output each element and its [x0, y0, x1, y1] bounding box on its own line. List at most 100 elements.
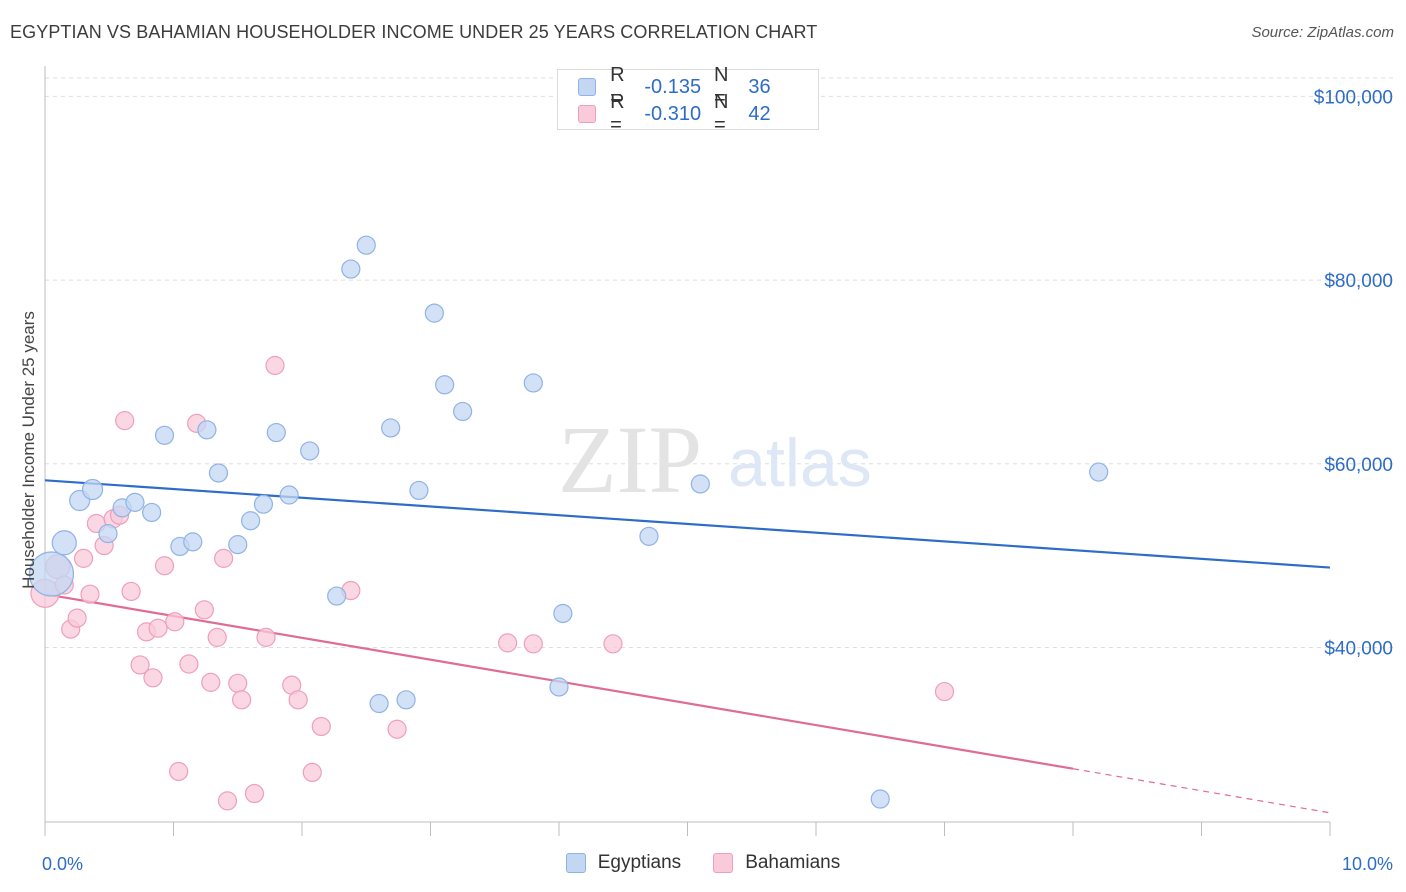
bahamian-point	[121, 581, 141, 602]
legend-label-bahamians: Bahamians	[745, 852, 841, 873]
egyptian-point	[197, 420, 217, 440]
x-tick-label-max: 10.0%	[1342, 854, 1393, 874]
data-points	[28, 235, 1109, 811]
egyptian-point	[154, 425, 175, 445]
egyptian-point	[549, 677, 569, 697]
y-tick-label: $40,000	[1324, 638, 1393, 659]
bahamian-trend-extension	[1072, 768, 1331, 814]
bahamian-point	[148, 618, 168, 638]
egyptian-swatch	[565, 853, 586, 873]
bahamian-point	[265, 355, 285, 376]
bahamian-point	[387, 719, 407, 739]
axes	[44, 66, 1331, 836]
egyptian-point	[327, 586, 347, 606]
y-axis-label: Householder Income Under 25 years	[19, 311, 38, 589]
n-label: N =	[714, 64, 729, 109]
y-tick-label: $60,000	[1324, 455, 1393, 476]
bahamian-point	[603, 634, 623, 654]
bahamian-point	[179, 654, 199, 674]
bahamian-point	[228, 673, 248, 693]
legend-row-egyptians: R = -0.135 N = 36	[578, 64, 818, 109]
egyptian-point	[424, 303, 444, 323]
legend-label-egyptians: Egyptians	[597, 852, 682, 873]
bahamian-point	[302, 762, 322, 783]
n-value: 42	[748, 102, 771, 125]
egyptian-point	[51, 530, 77, 556]
bahamian-point	[934, 681, 955, 702]
bahamian-point	[194, 600, 214, 620]
bahamian-point	[115, 411, 135, 431]
legend-item-egyptians[interactable]: Egyptians	[565, 852, 682, 874]
bahamian-point	[232, 690, 252, 710]
tick-labels: $40,000 $60,000 $80,000 $100,000 0.0% 10.0%	[42, 87, 1393, 874]
bahamian-point	[154, 556, 175, 576]
bahamian-swatch	[713, 853, 734, 873]
egyptian-point	[409, 480, 429, 501]
watermark-zip: ZIP	[558, 406, 702, 513]
trend-lines	[44, 479, 1331, 814]
egyptian-point	[435, 375, 455, 395]
egyptian-point	[208, 463, 229, 483]
watermark: ZIP atlas	[558, 406, 872, 513]
watermark-atlas: atlas	[728, 425, 872, 501]
bahamian-point	[288, 690, 308, 710]
egyptian-point	[341, 259, 361, 279]
bahamian-point	[256, 627, 276, 647]
bahamian-swatch	[578, 105, 597, 123]
r-label: R =	[610, 91, 625, 136]
source-label: Source: ZipAtlas.com	[1251, 24, 1394, 41]
egyptian-swatch	[578, 78, 597, 96]
egyptian-point	[870, 789, 890, 809]
bahamian-point	[201, 672, 221, 692]
egyptian-point	[28, 551, 75, 597]
bahamian-point	[143, 668, 163, 688]
bahamian-point	[207, 627, 227, 647]
egyptian-point	[228, 535, 248, 555]
n-value: 36	[748, 75, 771, 98]
egyptian-point	[279, 485, 299, 505]
r-value: -0.135	[644, 75, 702, 98]
bahamian-point	[165, 612, 185, 632]
legend-row-bahamians: R = -0.310 N = 42	[578, 91, 818, 136]
bahamian-point	[523, 634, 543, 654]
stats-legend: R = -0.135 N = 36 R = -0.310 N = 42	[557, 64, 819, 136]
egyptian-point	[523, 373, 543, 393]
n-label: N =	[714, 91, 729, 136]
y-tick-label: $100,000	[1314, 87, 1393, 108]
egyptian-point	[241, 511, 261, 531]
egyptian-point	[125, 492, 145, 512]
bottom-legend: Egyptians Bahamians	[0, 852, 1406, 874]
r-value: -0.310	[644, 102, 702, 125]
bahamian-point	[217, 791, 238, 811]
egyptian-point	[453, 401, 473, 422]
bahamian-point	[214, 548, 234, 568]
bahamian-point	[244, 783, 265, 804]
chart-title: EGYPTIAN VS BAHAMIAN HOUSEHOLDER INCOME …	[10, 22, 818, 42]
egyptian-point	[253, 494, 274, 514]
egyptian-point	[396, 690, 416, 710]
bahamian-point	[130, 655, 150, 675]
egyptian-point	[142, 502, 162, 523]
grid-lines	[45, 77, 1393, 648]
egyptian-trend-line	[44, 479, 1331, 569]
egyptian-point	[183, 532, 203, 552]
legend-item-bahamians[interactable]: Bahamians	[713, 852, 840, 874]
egyptian-point	[300, 441, 320, 461]
bahamian-point	[67, 608, 87, 628]
egyptian-point	[639, 526, 659, 546]
egyptian-point	[81, 478, 104, 501]
r-label: R =	[610, 64, 625, 109]
egyptian-point	[690, 474, 710, 494]
egyptian-point	[1089, 462, 1109, 482]
egyptian-point	[381, 418, 401, 438]
bahamian-point	[311, 716, 331, 737]
y-axis-label-container: Householder Income Under 25 years	[14, 80, 44, 820]
egyptian-point	[553, 603, 573, 624]
y-tick-label: $80,000	[1324, 271, 1393, 292]
egyptian-point	[266, 422, 286, 443]
egyptian-point	[356, 235, 376, 255]
egyptian-point	[369, 693, 389, 714]
bahamian-point	[498, 633, 518, 653]
bahamian-point	[80, 584, 100, 604]
